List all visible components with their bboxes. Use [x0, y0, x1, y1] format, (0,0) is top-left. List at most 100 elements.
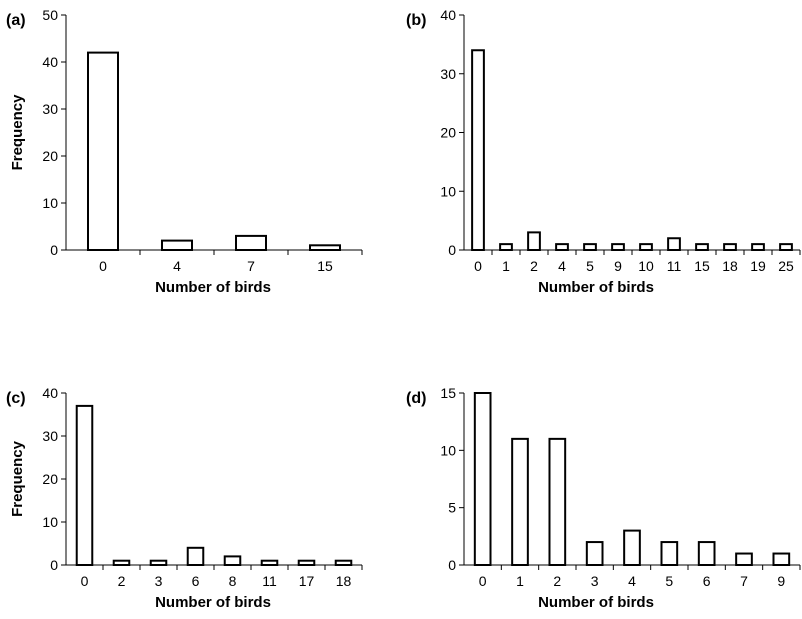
y-tick-label: 15 [440, 385, 456, 401]
x-tick-label: 0 [474, 258, 482, 274]
bar [585, 541, 604, 566]
x-tick-label: 11 [262, 573, 277, 589]
y-tick-label: 0 [448, 242, 456, 258]
bar [235, 234, 267, 251]
x-tick-label: 10 [638, 258, 654, 274]
x-tick-label: 15 [317, 258, 333, 274]
x-tick-label: 4 [173, 258, 181, 274]
x-tick-label: 4 [558, 258, 566, 274]
bar [471, 49, 485, 251]
bar [667, 237, 681, 251]
x-tick-label: 3 [591, 573, 599, 589]
x-tick-label: 6 [192, 573, 200, 589]
y-tick-label: 0 [50, 242, 58, 258]
x-tick-label: 7 [247, 258, 255, 274]
y-tick-label: 30 [42, 428, 58, 444]
bar [260, 559, 279, 567]
x-tick-label: 25 [778, 258, 794, 274]
y-tick-label: 20 [440, 125, 456, 141]
x-tick-label: 6 [703, 573, 711, 589]
panel-label: (c) [6, 390, 26, 407]
x-tick-label: 0 [99, 258, 107, 274]
x-tick-label: 1 [516, 573, 524, 589]
bar [473, 392, 492, 566]
x-tick-label: 15 [694, 258, 710, 274]
bar [309, 244, 341, 252]
x-tick-label: 5 [586, 258, 594, 274]
bar [772, 552, 791, 566]
x-tick-label: 5 [665, 573, 673, 589]
x-tick-label: 8 [229, 573, 237, 589]
panel-0: 0 10 20 30 40 50 0 4 7 15 Number of birds Frequency… [6, 7, 363, 296]
y-axis-label: Frequency [9, 440, 26, 517]
bar [334, 559, 353, 567]
panel-label: (d) [406, 390, 426, 407]
y-tick-label: 30 [440, 66, 456, 82]
y-tick-label: 30 [42, 101, 58, 117]
bar [297, 559, 316, 567]
bar [660, 541, 679, 566]
y-tick-label: 40 [42, 385, 58, 401]
bar [87, 51, 119, 251]
x-tick-label: 2 [530, 258, 538, 274]
x-tick-label: 7 [740, 573, 748, 589]
bar [723, 243, 737, 251]
x-tick-label: 18 [722, 258, 738, 274]
y-tick-label: 10 [42, 195, 58, 211]
x-axis-label: Number of birds [155, 594, 271, 611]
x-tick-label: 1 [502, 258, 510, 274]
bar [735, 552, 753, 566]
y-tick-label: 10 [42, 514, 58, 530]
x-tick-label: 0 [81, 573, 89, 589]
bar [639, 243, 653, 251]
bar [555, 243, 569, 251]
panel-3: 0 5 10 15 0 1 2 3 4 5 6 7 9 Number of birds (d) [406, 385, 801, 611]
x-axis-label: Number of birds [538, 594, 654, 611]
x-tick-label: 9 [614, 258, 622, 274]
y-tick-label: 10 [440, 442, 456, 458]
bar [751, 243, 765, 251]
bar [527, 231, 541, 251]
x-tick-label: 11 [667, 258, 682, 274]
y-tick-label: 10 [440, 183, 456, 199]
x-tick-label: 2 [118, 573, 126, 589]
bar [611, 243, 625, 251]
panel-label: (a) [6, 12, 26, 29]
bar [511, 437, 529, 566]
bar [779, 243, 793, 251]
x-tick-label: 18 [336, 573, 352, 589]
y-tick-label: 40 [440, 7, 456, 23]
y-tick-label: 20 [42, 148, 58, 164]
bar [161, 239, 193, 252]
panel-1: 0 10 20 30 40 0 1 2 4 5 9 10 11 15 18 19 25 Number of bir… [406, 7, 801, 296]
bar [695, 243, 709, 251]
x-tick-label: 0 [479, 573, 487, 589]
x-tick-label: 2 [553, 573, 561, 589]
y-tick-label: 20 [42, 471, 58, 487]
bar [548, 437, 567, 566]
x-tick-label: 19 [750, 258, 766, 274]
y-tick-label: 5 [448, 500, 456, 516]
panel-2: 0 10 20 30 40 0 2 3 6 8 11 17 18 Number of birds Frequ… [6, 385, 363, 611]
y-axis-label: Frequency [9, 94, 26, 171]
x-tick-label: 9 [777, 573, 785, 589]
x-tick-label: 17 [299, 573, 315, 589]
x-tick-label: 3 [155, 573, 163, 589]
x-axis-label: Number of birds [155, 279, 271, 296]
bar [697, 541, 716, 566]
bar [583, 243, 597, 251]
bar [75, 404, 94, 566]
bar [112, 559, 131, 567]
panel-label: (b) [406, 12, 426, 29]
bar [223, 555, 242, 567]
y-tick-label: 0 [50, 557, 58, 573]
x-axis-label: Number of birds [538, 279, 654, 296]
bar [149, 559, 168, 567]
x-tick-label: 4 [628, 573, 636, 589]
y-tick-label: 40 [42, 54, 58, 70]
bar [623, 529, 641, 566]
y-tick-label: 50 [42, 7, 58, 23]
bar [499, 243, 513, 251]
y-tick-label: 0 [448, 557, 456, 573]
